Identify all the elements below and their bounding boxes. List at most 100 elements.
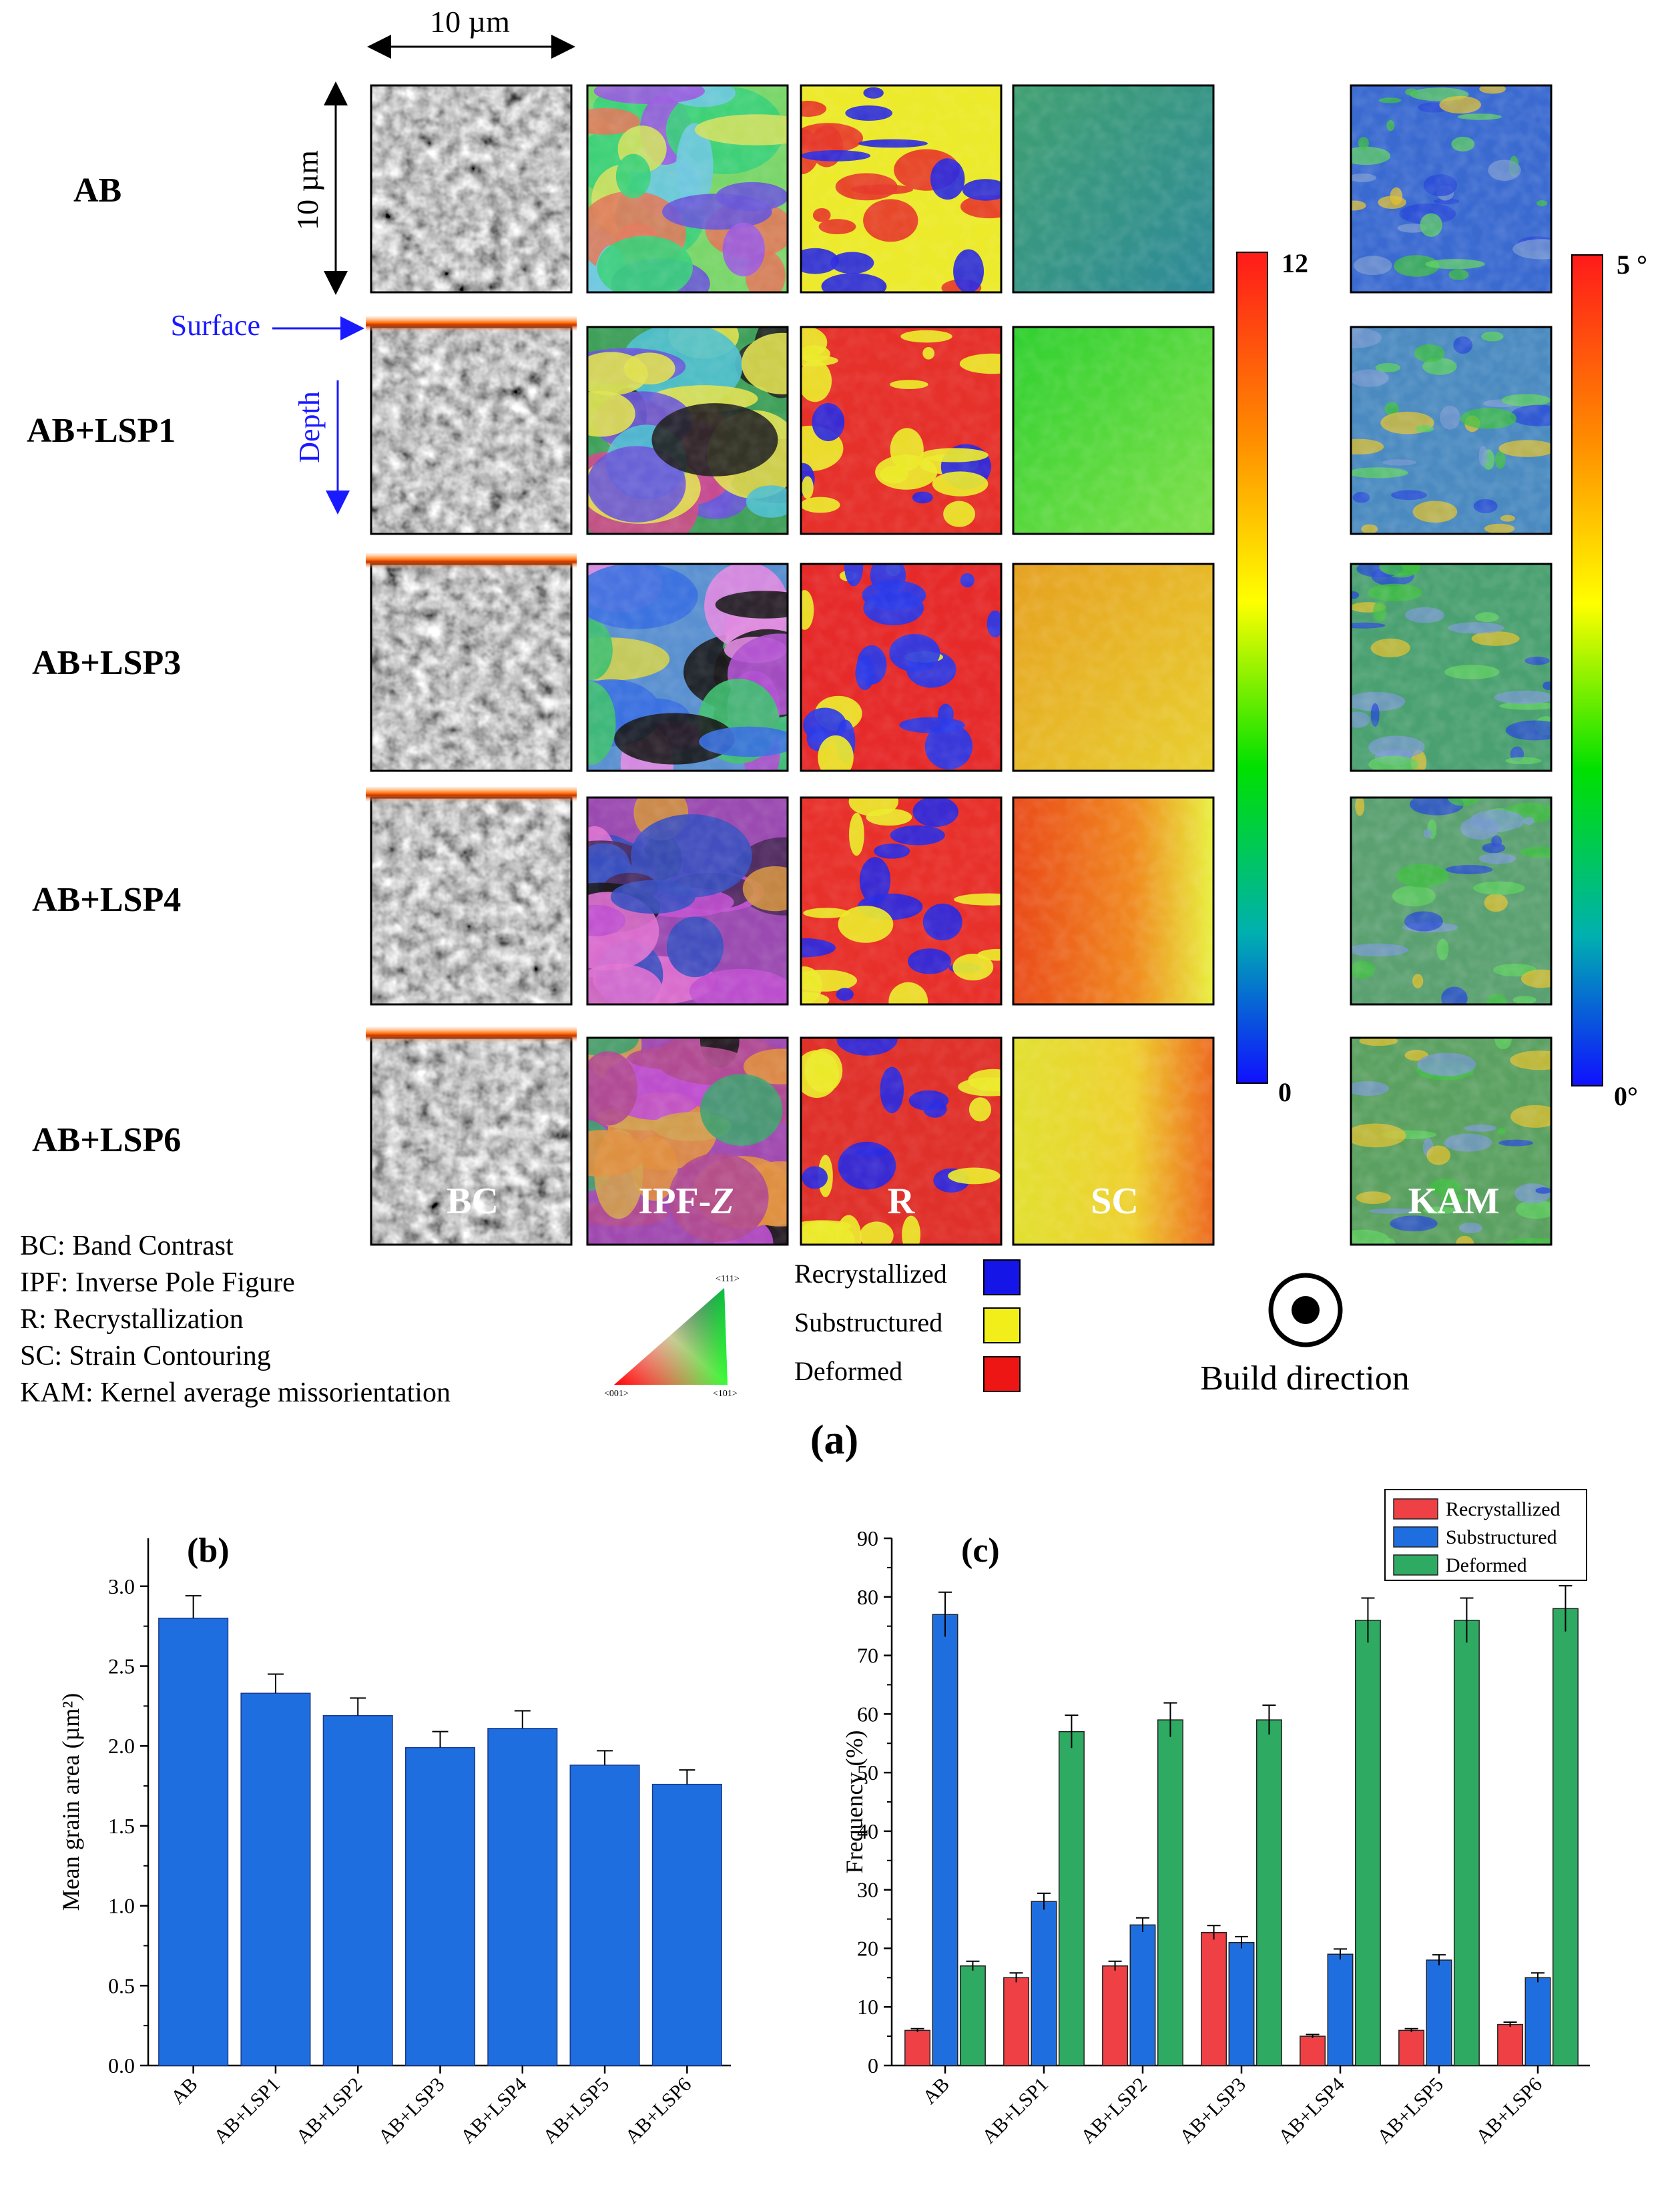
x-tick-label: AB+LSP6 (1472, 2074, 1547, 2148)
column-labels: BC IPF-Z R SC KAM (447, 1181, 1499, 1222)
sc-colorbar (1236, 252, 1268, 1084)
map-grid (366, 84, 1553, 1246)
y-tick-label: 30 (857, 1878, 878, 1902)
panel-label-c: (c) (961, 1532, 1000, 1570)
legend-swatch-substructured (1393, 1526, 1438, 1548)
surface-glow-l3 (366, 553, 577, 568)
bar-b-ab-lsp5 (569, 1765, 640, 2066)
bar-c-recrystallized-3 (1201, 1931, 1227, 2066)
map-tile-kam-l4 (1350, 796, 1553, 1006)
y-tick-label: 40 (857, 1819, 878, 1843)
build-direction-symbol (1268, 1273, 1343, 1347)
scale-label-v: 10 µm (290, 150, 324, 230)
label-ipf: IPF-Z (638, 1181, 734, 1222)
map-tile-bc-l1 (370, 326, 573, 535)
legend-label-deformed: Deformed (1446, 1554, 1527, 1576)
map-tile-sc-l1 (1012, 326, 1215, 535)
surface-label: Surface (171, 309, 260, 342)
legend-label-substructured: Substructured (1446, 1526, 1557, 1548)
map-tile-ipf-l4 (586, 796, 789, 1006)
bar-c-recrystallized-5 (1398, 2029, 1425, 2066)
y-tick-label: 90 (857, 1526, 878, 1550)
bar-c-recrystallized-1 (1003, 1977, 1030, 2066)
scale-label-h: 10 µm (430, 5, 510, 39)
bar-b-ab-lsp1 (240, 1692, 311, 2066)
row-labels: AB AB+LSP1 AB+LSP3 AB+LSP4 AB+LSP6 (27, 172, 181, 1159)
map-tile-sc-l4 (1012, 796, 1215, 1006)
r-legend-swatch-0 (983, 1259, 1021, 1295)
row-label-ab: AB (73, 172, 121, 210)
def-ipf: IPF: Inverse Pole Figure (20, 1267, 295, 1298)
bar-c-deformed-5 (1453, 1620, 1480, 2066)
y-tick-label: 20 (857, 1936, 878, 1960)
sc-scale-min: 0 (1278, 1077, 1292, 1107)
bar-c-recrystallized-6 (1497, 2023, 1524, 2066)
bar-c-deformed-4 (1354, 1620, 1381, 2066)
bar-c-deformed-6 (1552, 1608, 1579, 2066)
map-tile-kam-l1 (1350, 326, 1553, 535)
panel-a-figure: 10 µm 10 µm Surface Depth AB AB+LSP1 AB+… (20, 5, 1647, 1463)
sc-scale-max: 12 (1282, 248, 1308, 278)
map-tile-kam-l6 (1350, 1036, 1553, 1246)
legend-swatch-deformed (1393, 1554, 1438, 1576)
bar-c-recrystallized-0 (904, 2029, 931, 2066)
map-tile-sc-ab (1012, 84, 1215, 294)
def-sc: SC: Strain Contouring (20, 1341, 271, 1371)
y-tick-label: 3.0 (108, 1574, 135, 1598)
y-tick-label: 50 (857, 1761, 878, 1785)
bar-c-substructured-0 (932, 1614, 958, 2066)
y-tick-label: 60 (857, 1702, 878, 1726)
ipf-111: <111> (716, 1274, 740, 1284)
panel-label-b: (b) (187, 1532, 230, 1570)
kam-scale-max: 5 ° (1617, 250, 1647, 280)
label-kam: KAM (1408, 1181, 1500, 1222)
map-tile-ipf-l6 (586, 1036, 789, 1246)
x-tick-label: AB+LSP3 (1175, 2074, 1250, 2148)
definition-legend: BC: Band Contrast IPF: Inverse Pole Figu… (20, 1231, 451, 1408)
y-axis-label-b: Mean grain area (µm²) (57, 1693, 84, 1911)
y-tick-label: 0.5 (108, 1973, 135, 1997)
map-tile-r-l4 (800, 796, 1003, 1006)
ipf-001: <001> (604, 1389, 629, 1399)
r-legend-label-2: Deformed (794, 1356, 902, 1386)
bar-c-deformed-2 (1157, 1719, 1183, 2066)
map-tile-bc-l6 (370, 1036, 573, 1246)
bar-b-ab-lsp6 (651, 1783, 722, 2066)
def-r: R: Recrystallization (20, 1304, 244, 1335)
label-sc: SC (1091, 1181, 1139, 1222)
bar-c-substructured-4 (1327, 1953, 1354, 2066)
map-tile-r-l1 (800, 326, 1003, 535)
x-tick-label: AB+LSP4 (1274, 2074, 1349, 2148)
map-tile-ipf-l3 (586, 563, 789, 772)
build-direction-label: Build direction (1200, 1359, 1409, 1397)
x-tick-label: AB (918, 2074, 954, 2109)
map-tile-r-ab (800, 84, 1003, 294)
ipf-101: <101> (713, 1389, 738, 1399)
bar-c-deformed-0 (959, 1965, 986, 2066)
y-axis-label-c: Frequency (%) (841, 1730, 868, 1874)
caption-a: (a) (810, 1418, 858, 1463)
def-kam: KAM: Kernel average missorientation (20, 1377, 451, 1408)
bar-c-substructured-5 (1426, 1959, 1452, 2066)
def-bc: BC: Band Contrast (20, 1231, 234, 1261)
bar-b-ab-lsp2 (322, 1714, 393, 2066)
map-tile-ipf-l1 (586, 326, 789, 535)
legend-c: Recrystallized Substructured Deformed (1384, 1489, 1587, 1581)
r-legend-label-0: Recrystallized (794, 1259, 947, 1289)
bar-c-recrystallized-2 (1102, 1965, 1129, 2066)
bar-b-ab-lsp4 (487, 1728, 558, 2066)
y-tick-label: 0.0 (108, 2054, 135, 2078)
map-tile-sc-l6 (1012, 1036, 1215, 1246)
y-tick-label: 10 (857, 1995, 878, 2019)
y-tick-label: 80 (857, 1585, 878, 1609)
y-tick-label: 2.5 (108, 1654, 135, 1678)
x-tick-label: AB+LSP1 (978, 2074, 1053, 2148)
kam-colorbar (1571, 254, 1603, 1086)
label-bc: BC (447, 1181, 499, 1222)
y-tick-label: 0 (868, 2054, 878, 2078)
map-tile-ipf-ab (586, 84, 789, 294)
bar-c-deformed-1 (1058, 1730, 1085, 2066)
x-tick-label: AB+LSP5 (1373, 2074, 1448, 2148)
